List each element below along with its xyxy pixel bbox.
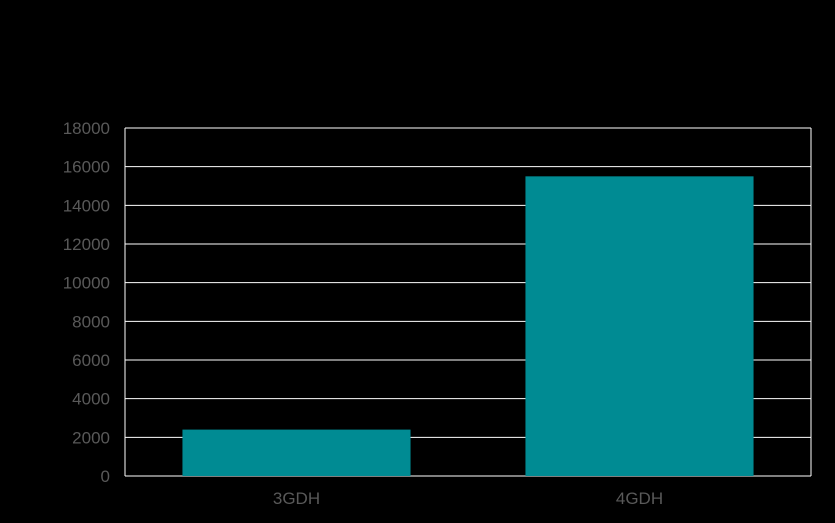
y-tick-label: 0: [101, 467, 110, 486]
y-tick-label: 6000: [72, 351, 110, 370]
y-tick-label: 4000: [72, 390, 110, 409]
bar-4gdh: [525, 176, 754, 477]
y-tick-label: 18000: [63, 119, 110, 138]
y-tick-label: 12000: [63, 235, 110, 254]
plot-frame: [124, 128, 812, 476]
bars: [182, 176, 754, 477]
x-axis-categories: 3GDH 4GDH: [273, 489, 663, 508]
y-tick-label: 8000: [72, 312, 110, 331]
x-category-label: 3GDH: [273, 489, 320, 508]
x-category-label: 4GDH: [616, 489, 663, 508]
y-tick-label: 14000: [63, 196, 110, 215]
y-tick-label: 2000: [72, 428, 110, 447]
y-tick-label: 10000: [63, 274, 110, 293]
bar-3gdh: [182, 429, 411, 476]
y-tick-label: 16000: [63, 158, 110, 177]
y-axis-ticks: 0 2000 4000 6000 8000 10000 12000 14000 16000 180…: [63, 119, 110, 486]
